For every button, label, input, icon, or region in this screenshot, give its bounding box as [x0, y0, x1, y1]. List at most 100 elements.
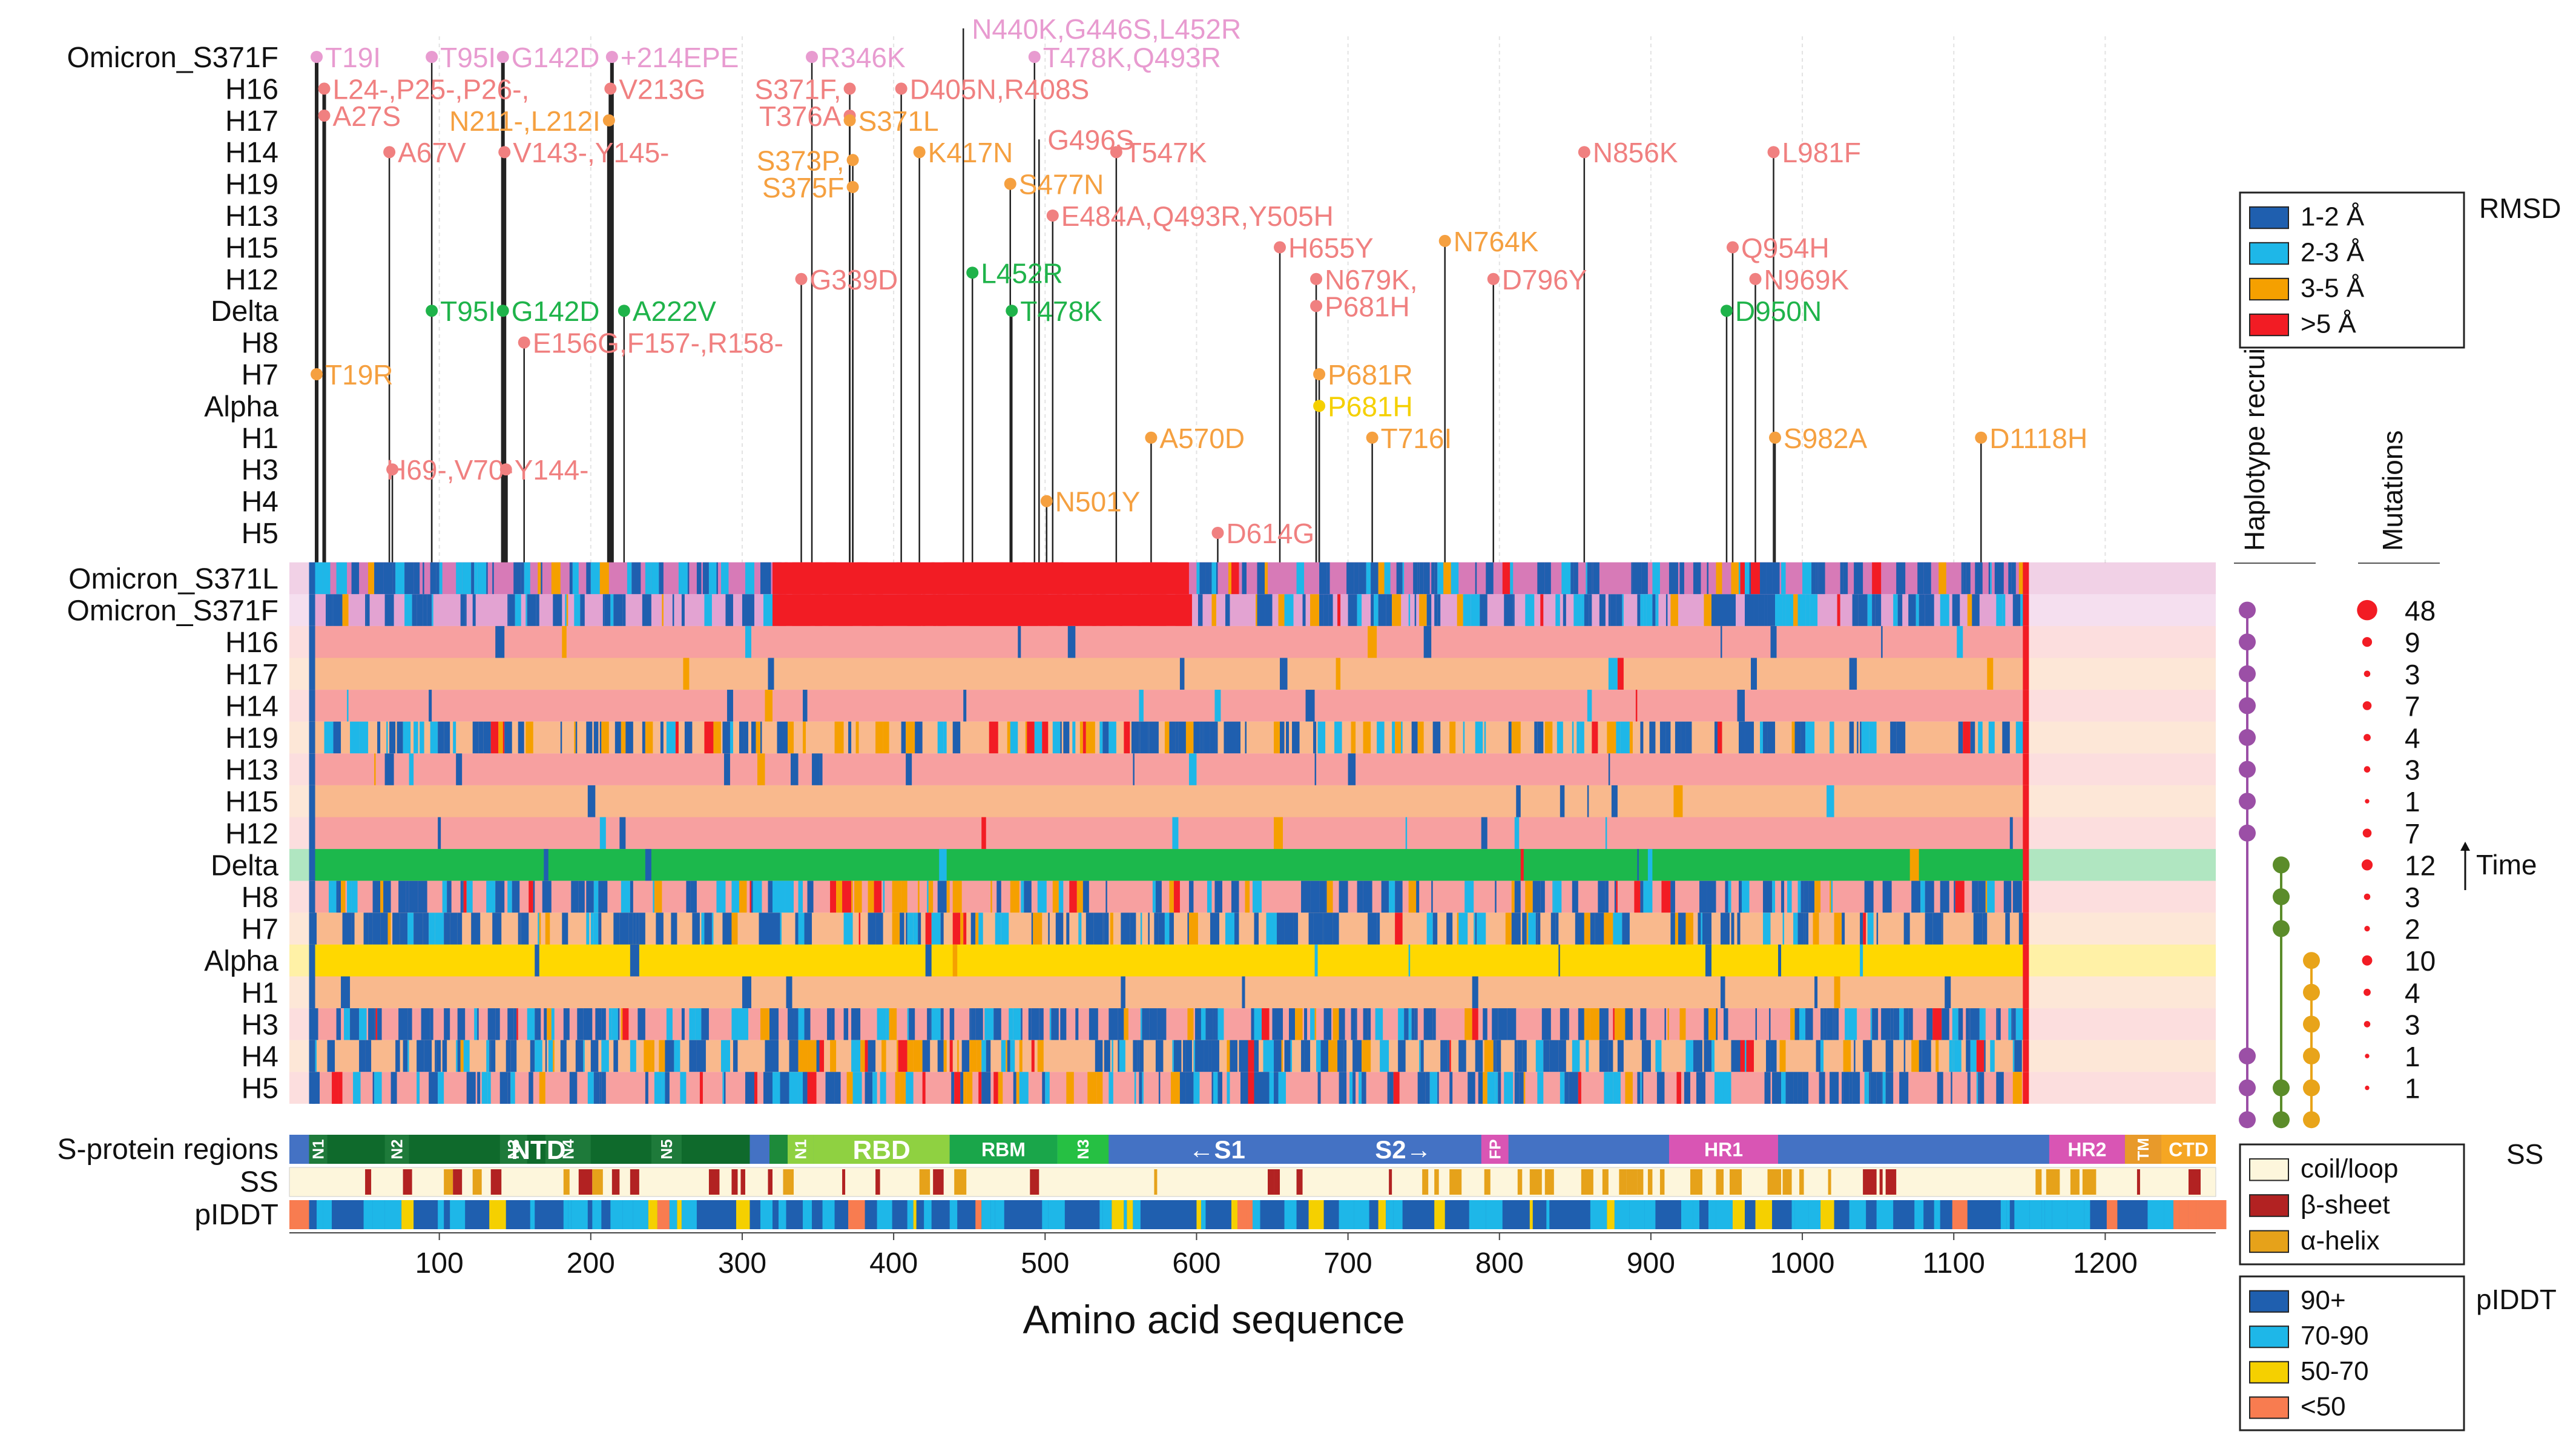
rmsd-cell	[384, 753, 394, 785]
plddt-cell	[1876, 1200, 1894, 1229]
rmsd-edge	[309, 594, 315, 626]
plddt-cell	[981, 1200, 991, 1229]
rmsd-cell	[883, 880, 885, 913]
x-tick-label-900: 900	[1627, 1247, 1675, 1279]
rmsd-cell	[1963, 562, 1966, 595]
mutation-label: A222V	[633, 295, 716, 327]
rmsd-cell	[1742, 880, 1750, 913]
rmsd-cell	[1317, 1040, 1321, 1072]
rmsd-cell	[949, 1040, 953, 1072]
rmsd-cell	[1265, 594, 1273, 626]
rmsd-cell	[798, 1072, 803, 1104]
rmsd-cell	[631, 562, 641, 595]
rmsd-cell	[2012, 594, 2021, 626]
rmsd-cell	[1728, 880, 1731, 913]
rmsd-cell	[1763, 880, 1773, 913]
rmsd-cell	[432, 594, 433, 626]
heatmap-row-h14	[309, 690, 2027, 722]
rmsd-cell	[1359, 562, 1366, 595]
rmsd-cell	[1872, 562, 1882, 595]
rmsd-cell	[645, 849, 651, 881]
region-label: TM	[2134, 1138, 2152, 1161]
rmsd-cell	[1607, 721, 1616, 754]
rmsd-cell	[690, 880, 697, 913]
rmsd-cell	[978, 1072, 982, 1104]
rmsd-cell	[1210, 721, 1216, 754]
rmsd-cell	[1867, 594, 1873, 626]
count-dot	[2365, 799, 2370, 804]
rmsd-cell	[374, 753, 376, 785]
rmsd-cell	[1770, 1040, 1777, 1072]
rmsd-cell	[1310, 1008, 1315, 1040]
rmsd-cell	[2002, 594, 2006, 626]
rmsd-cell	[1205, 562, 1210, 595]
rmsd-cell	[951, 1072, 955, 1104]
rmsd-cell	[575, 1040, 584, 1072]
rmsd-cell	[928, 880, 934, 913]
rmsd-cell	[1121, 913, 1130, 945]
rmsd-cell	[1925, 913, 1933, 945]
plddt-cell	[2188, 1200, 2196, 1229]
rmsd-cell	[1652, 594, 1656, 626]
row-label-h15: H15	[225, 232, 278, 264]
row-label-h3: H3	[242, 454, 278, 486]
rmsd-cell	[403, 1040, 408, 1072]
rmsd-cell	[701, 913, 705, 945]
rmsd-cell	[1060, 1008, 1067, 1040]
rmsd-cell	[671, 913, 677, 945]
count-label: 1	[2405, 1073, 2420, 1104]
rmsd-cell	[1549, 1040, 1559, 1072]
rmsd-cell	[1540, 594, 1544, 626]
rmsd-cell	[981, 1072, 991, 1104]
rmsd-cell	[1448, 1040, 1450, 1072]
rmsd-cell	[1010, 880, 1020, 913]
rmsd-cell	[1704, 1040, 1711, 1072]
ss-cell	[592, 1169, 603, 1195]
rmsd-cell	[1477, 913, 1486, 945]
rmsd-cell	[1745, 562, 1750, 595]
hap-dot-green	[2273, 856, 2290, 874]
rmsd-cell	[1589, 594, 1592, 626]
heatmap-label-h13: H13	[225, 754, 278, 787]
rmsd-cell	[1254, 913, 1259, 945]
rmsd-cell	[1872, 594, 1876, 626]
rmsd-cell	[1707, 562, 1708, 595]
rmsd-cell	[462, 562, 472, 595]
region-segment	[769, 1135, 788, 1164]
rmsd-cell	[1713, 594, 1718, 626]
rmsd-cell	[1911, 1040, 1919, 1072]
rmsd-cell	[680, 1072, 687, 1104]
rmsd-cell	[389, 721, 396, 754]
rmsd-cell	[1665, 594, 1668, 626]
rmsd-cell	[1352, 1040, 1362, 1072]
count-dot	[2365, 1054, 2370, 1058]
rmsd-cell	[739, 721, 744, 754]
rmsd-cell	[1457, 594, 1463, 626]
mutation-label: T716I	[1381, 423, 1452, 454]
rmsd-cell	[1631, 562, 1633, 595]
rmsd-cell	[486, 880, 496, 913]
rmsd-cell	[1676, 1072, 1681, 1104]
mutation-dot	[795, 272, 808, 285]
rmsd-cell	[423, 594, 427, 626]
rmsd-cell	[1952, 1008, 1958, 1040]
rmsd-cell	[794, 1008, 799, 1040]
rmsd-edge	[309, 625, 315, 658]
rmsd-cell	[875, 913, 883, 945]
rmsd-cell	[1443, 562, 1451, 595]
rmsd-cell	[756, 721, 760, 754]
ss-cell	[563, 1169, 570, 1195]
mutation-dot	[1040, 495, 1053, 507]
rmsd-cell	[1213, 1008, 1216, 1040]
rmsd-cell	[436, 1040, 441, 1072]
rmsd-cell	[1437, 1072, 1439, 1104]
rmsd-cell	[1932, 913, 1942, 945]
rmsd-cell	[1745, 1040, 1747, 1072]
rmsd-cell	[723, 1072, 726, 1104]
rmsd-cell	[1954, 880, 1955, 913]
rmsd-cell	[1939, 562, 1946, 595]
rmsd-cell	[995, 913, 1001, 945]
rmsd-cell	[689, 1008, 696, 1040]
rmsd-cell	[1963, 721, 1971, 754]
rmsd-cell	[1253, 880, 1262, 913]
